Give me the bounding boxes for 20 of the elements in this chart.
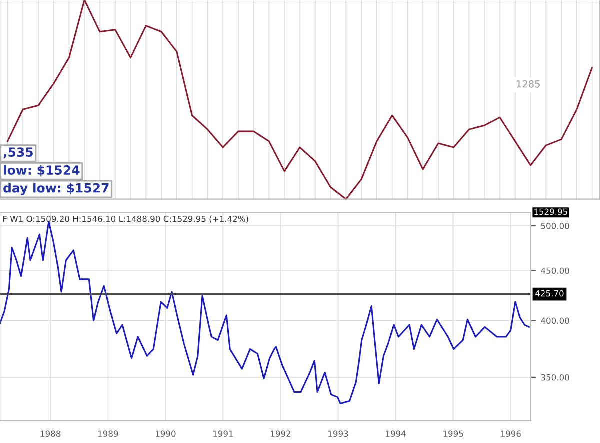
x-tick-label: 1988	[40, 430, 61, 438]
y-tick-label: 500.00	[541, 222, 570, 230]
x-tick-label: 1992	[271, 430, 291, 438]
x-tick-label: 1996	[501, 430, 521, 438]
annotation: F W1 O:1509.20 H:1546.10 L:1488.90 C:1529.95 (+1.42%)	[3, 216, 248, 224]
y-tick-label: 350.00	[541, 374, 570, 381]
y-tick-label: 450.00	[541, 268, 570, 274]
x-tick-label: 1990	[156, 430, 176, 438]
y-tick-label: 400.00	[541, 318, 570, 324]
annotation: ,535	[4, 148, 33, 159]
x-tick-label: 1991	[214, 430, 234, 438]
x-tick-label: 1995	[444, 430, 464, 438]
annotation: day low: $1527	[4, 183, 109, 196]
x-tick-label: 1993	[328, 430, 348, 438]
text: 1529.95	[534, 208, 568, 216]
x-tick-label: 1989	[98, 430, 118, 438]
annotation: low: $1524	[4, 165, 80, 177]
annotation: 1285	[517, 80, 540, 88]
x-tick-label: 1994	[386, 430, 406, 438]
ref-line-label: 425.70	[536, 290, 564, 297]
